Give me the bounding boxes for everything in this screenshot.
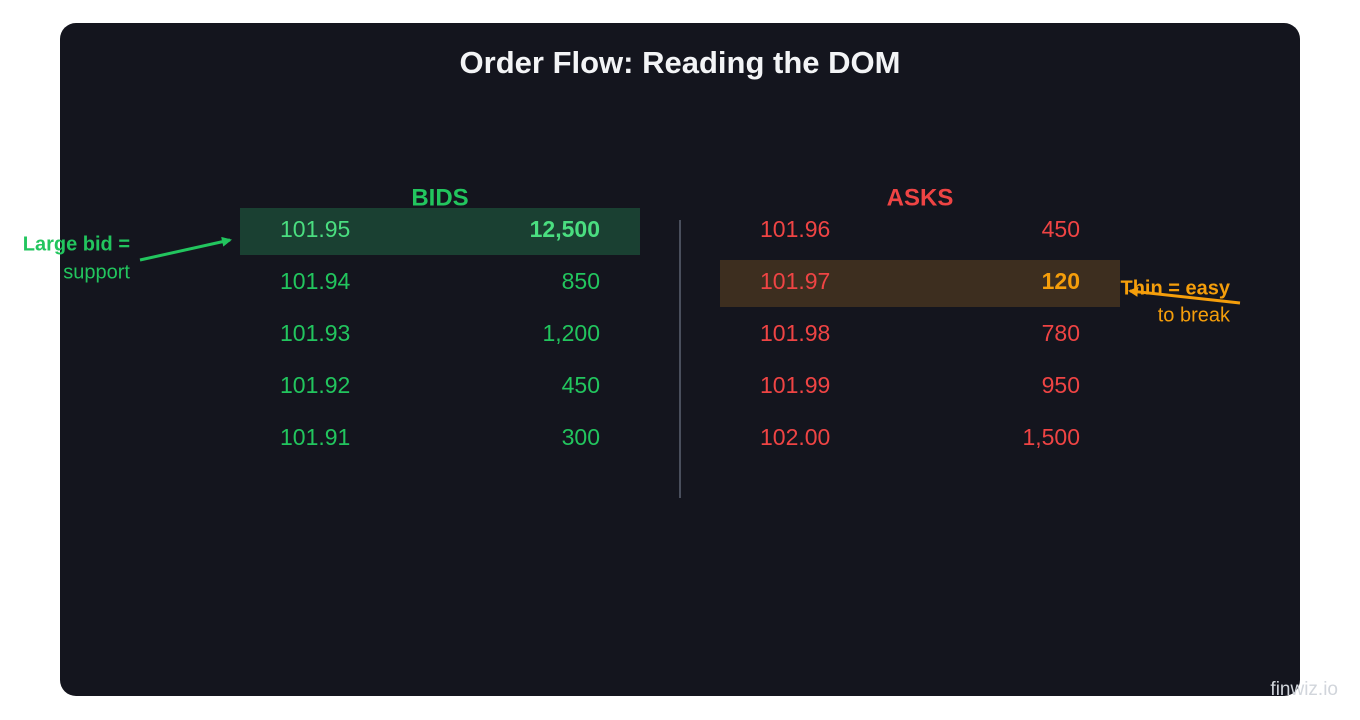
arrow — [139, 236, 232, 262]
size: 780 — [1042, 320, 1080, 346]
size: 300 — [562, 424, 600, 450]
price: 101.92 — [280, 372, 350, 398]
price: 101.96 — [760, 216, 830, 242]
price: 101.93 — [280, 320, 350, 346]
price: 101.95 — [280, 216, 350, 242]
size: 450 — [562, 372, 600, 398]
price: 101.99 — [760, 372, 830, 398]
asks-header: ASKS — [887, 184, 954, 211]
watermark: finwiz.io — [1270, 679, 1338, 700]
annotation: Large bid = — [23, 233, 130, 255]
price: 102.00 — [760, 424, 830, 450]
title: Order Flow: Reading the DOM — [460, 45, 901, 80]
size: 120 — [1042, 268, 1080, 294]
annotation: to break — [1158, 304, 1231, 326]
size: 950 — [1042, 372, 1080, 398]
annotation: support — [63, 261, 130, 283]
price: 101.98 — [760, 320, 830, 346]
price: 101.97 — [760, 268, 830, 294]
size: 12,500 — [530, 216, 600, 242]
bids-header: BIDS — [411, 184, 468, 211]
annotation: Thin = easy — [1121, 277, 1231, 299]
size: 850 — [562, 268, 600, 294]
arrow — [1128, 286, 1241, 305]
price: 101.91 — [280, 424, 350, 450]
bid-highlight — [240, 208, 640, 255]
size: 450 — [1042, 216, 1080, 242]
size: 1,200 — [542, 320, 600, 346]
size: 1,500 — [1022, 424, 1080, 450]
ask-highlight — [720, 260, 1120, 307]
price: 101.94 — [280, 268, 351, 294]
